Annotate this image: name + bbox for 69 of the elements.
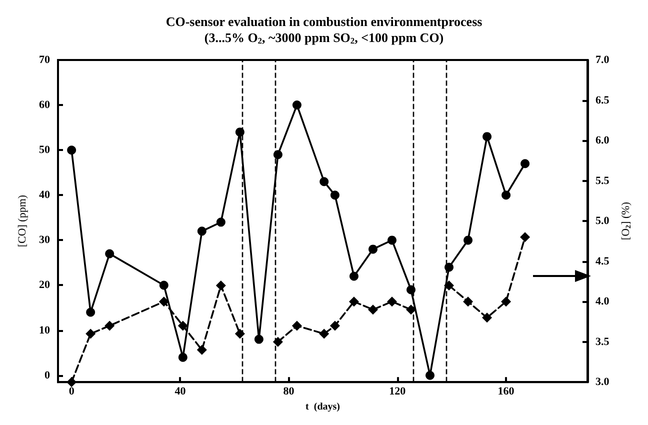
point [502,190,511,200]
y2-tick-label: 6.0 [596,134,610,147]
point [501,296,512,307]
point [66,377,77,388]
point [388,236,396,245]
y2-tick-label: 7.0 [596,54,610,66]
y-tick-label: 20 [39,279,50,292]
point [482,312,492,323]
point [292,320,302,331]
x-tick-label: 40 [174,386,186,398]
y-tick-label: 10 [39,324,50,336]
y2-tick-label: 3.0 [596,376,610,388]
y2-tick-label: 5.0 [596,215,610,228]
point [235,128,244,137]
point [216,280,226,290]
point [158,296,169,307]
point [178,352,188,362]
x-tick-label: 120 [389,386,406,398]
y2-tick-label: 6.5 [596,94,610,106]
point [348,296,359,307]
point [520,232,530,242]
point [105,249,114,258]
point [386,296,397,307]
point [464,236,473,245]
x-tick-label: 160 [498,386,515,398]
point [216,218,226,227]
x-tick-label: 80 [283,386,295,398]
point [272,336,283,347]
point [426,370,435,380]
point [197,226,206,236]
point [330,190,340,200]
point [330,320,340,331]
point [178,320,188,331]
x-tick-label: 0 [68,386,75,398]
point [520,159,530,168]
point [86,328,96,339]
y2-tick-label: 5.5 [596,174,610,187]
y-axis-title: [CO] (ppm) [16,194,28,248]
point [368,304,378,315]
y-tick-label: 0 [44,369,50,382]
point [349,272,358,281]
y-tick-label: 50 [39,144,50,156]
point [482,132,492,142]
point [292,100,302,110]
x-axis-title: t (days) [306,402,340,412]
point [406,285,416,294]
point [196,344,207,355]
y-tick-label: 40 [39,189,50,202]
y-tick-label: 30 [39,234,50,246]
point [320,177,329,186]
point [104,320,115,331]
y2-tick-label: 4.5 [596,255,610,268]
point [444,280,454,290]
point [254,334,264,344]
point [86,308,96,317]
point [368,244,378,254]
chart-title: CO-sensor evaluation in combustion environmentprocess [166,14,482,29]
point [273,150,282,160]
point [319,328,330,339]
point [159,280,168,290]
y2-tick-label: 4.0 [596,296,610,308]
point [444,262,454,272]
point [463,296,474,307]
point [406,304,416,315]
point [67,146,76,155]
point [234,328,245,339]
y-tick-label: 60 [39,99,50,112]
y2-tick-label: 3.5 [596,336,610,348]
y-tick-label: 70 [39,54,50,66]
